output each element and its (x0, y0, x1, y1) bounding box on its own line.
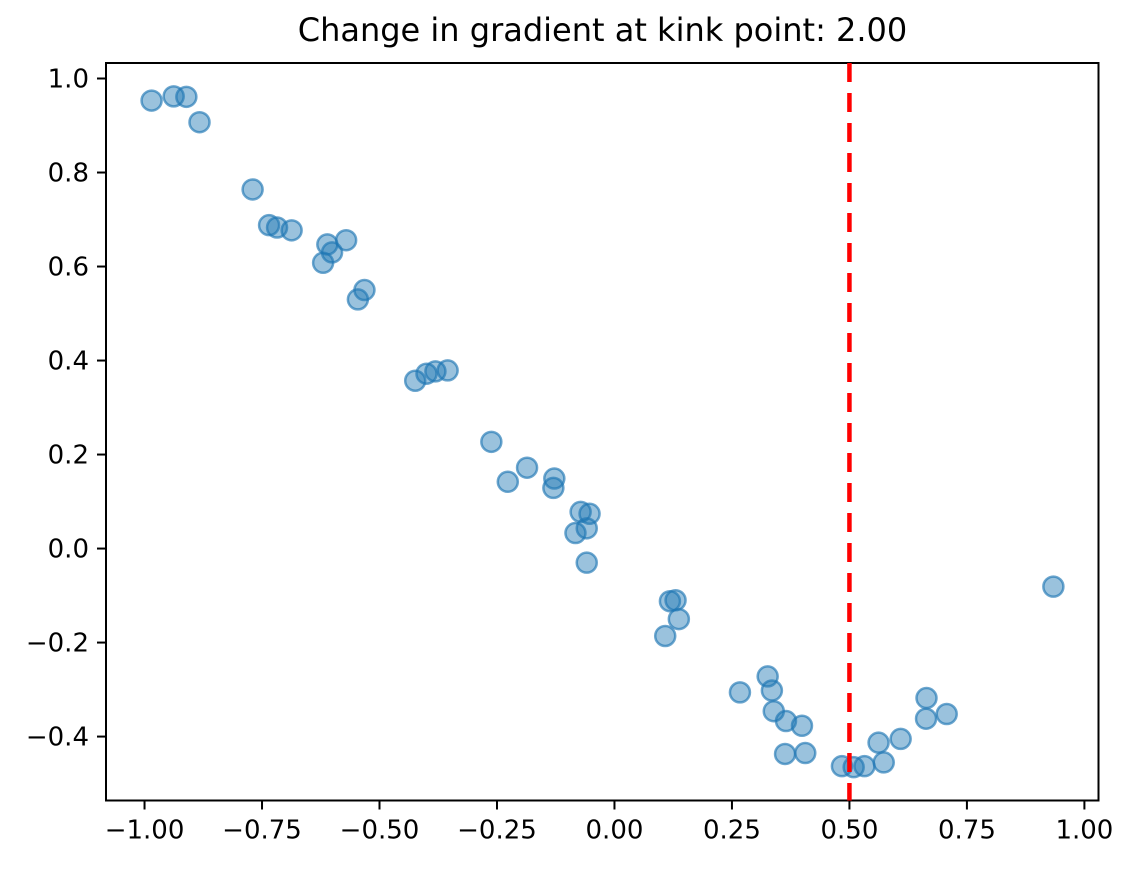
scatter-point (575, 517, 598, 540)
y-tick-label: 0.8 (48, 159, 89, 189)
scatter-point (346, 288, 370, 311)
scatter-point (794, 741, 817, 765)
scatter-point (773, 742, 797, 766)
scatter-point (480, 430, 503, 454)
scatter-point (853, 754, 876, 778)
scatter-point (914, 707, 938, 730)
scatter-point (915, 686, 938, 710)
x-tick-label: 0.25 (703, 816, 761, 846)
y-tick-label: 0.4 (48, 347, 89, 377)
scatter-point (889, 727, 912, 751)
scatter-point (728, 681, 752, 704)
scatter-point (872, 751, 895, 774)
y-tick-label: 0.0 (48, 535, 89, 565)
scatter-point (436, 359, 459, 382)
scatter-point (760, 679, 784, 702)
scatter-point (188, 110, 211, 134)
scatter-point (542, 476, 565, 500)
x-tick-label: −0.75 (222, 816, 302, 846)
y-tick-label: −0.4 (26, 723, 89, 753)
scatter-point (403, 369, 427, 393)
scatter-point (140, 89, 163, 112)
scatter-point (935, 702, 958, 726)
axes-spines (105, 62, 1100, 802)
scatter-point (653, 624, 677, 648)
scatter-point (667, 607, 691, 631)
scatter-point (575, 551, 598, 574)
x-tick-label: 0.75 (938, 816, 996, 846)
x-tick-label: −0.50 (340, 816, 420, 846)
y-tick-label: 0.2 (48, 441, 89, 471)
scatter-point (280, 219, 303, 242)
scatter-point (241, 178, 264, 201)
scatter-point (790, 714, 814, 738)
scatter-point (496, 470, 520, 494)
x-tick-label: 1.00 (1055, 816, 1113, 846)
x-tick-label: 0.00 (586, 816, 644, 846)
scatter-point (175, 85, 198, 109)
scatter-point (564, 521, 587, 545)
scatter-point (311, 251, 335, 275)
scatter-point (867, 731, 890, 754)
scatter-point (334, 228, 358, 252)
x-tick-label: −0.25 (457, 816, 537, 846)
x-tick-label: −1.00 (105, 816, 185, 846)
scatter-point (1042, 575, 1065, 598)
y-tick-label: 1.0 (48, 65, 89, 95)
chart-title: Change in gradient at kink point: 2.00 (297, 11, 908, 49)
x-tick-label: 0.50 (820, 816, 878, 846)
y-tick-label: 0.6 (48, 253, 89, 283)
scatter-point (515, 456, 539, 479)
y-tick-label: −0.2 (26, 629, 89, 659)
scatter-point (664, 589, 687, 612)
